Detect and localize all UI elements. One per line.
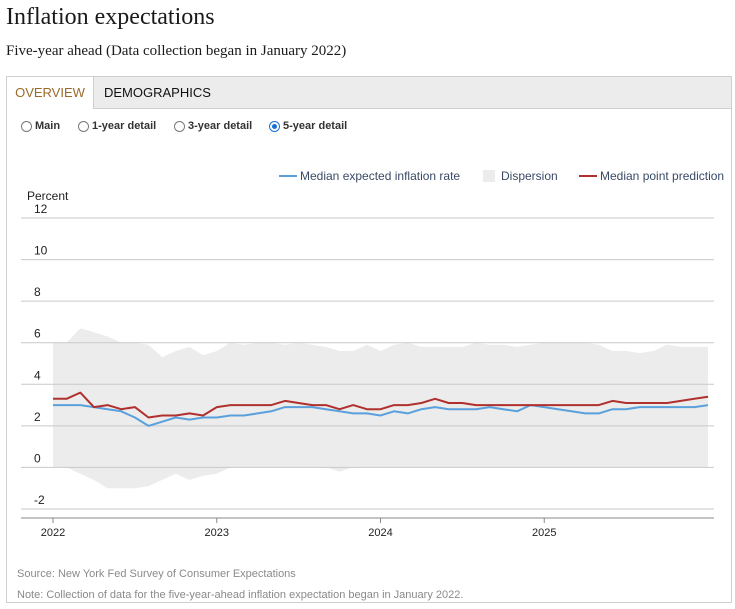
legend-label-median: Median expected inflation rate <box>300 169 460 183</box>
radio-circle-1-year[interactable] <box>78 120 89 132</box>
y-tick-label: 6 <box>34 327 41 341</box>
radio-circle-3-year[interactable] <box>174 120 185 132</box>
radio-circle-5-year[interactable] <box>269 120 280 132</box>
y-tick-label: 12 <box>34 202 48 216</box>
x-tick-label: 2024 <box>368 527 392 539</box>
legend-label-dispersion: Dispersion <box>501 169 558 183</box>
legend-swatch-dispersion <box>483 170 495 182</box>
source-note: Source: New York Fed Survey of Consumer … <box>17 568 296 580</box>
radio-3-year-detail[interactable]: 3-year detail <box>174 119 252 133</box>
y-tick-label: 10 <box>34 244 48 258</box>
median-expected-line <box>53 404 709 427</box>
point-prediction-line <box>53 391 709 419</box>
legend: Median expected inflation rate Dispersio… <box>279 169 724 183</box>
x-tick-label: 2023 <box>205 527 229 539</box>
gridlines: 12 10 8 6 4 2 0 -2 <box>21 202 714 510</box>
radio-label-main: Main <box>35 120 61 132</box>
y-axis-label: Percent <box>27 189 69 203</box>
y-tick-label: 8 <box>34 285 41 299</box>
x-axis: 2022 2023 2024 2025 <box>21 517 714 539</box>
radio-label-3-year: 3-year detail <box>188 120 253 132</box>
y-tick-label: -2 <box>34 493 45 507</box>
radio-main[interactable]: Main <box>21 119 60 133</box>
tab-demographics[interactable]: DEMOGRAPHICS <box>104 85 211 100</box>
y-tick-label: 2 <box>34 410 41 424</box>
tab-bar: OVERVIEW DEMOGRAPHICS <box>7 77 731 109</box>
inflation-chart: Median expected inflation rate Dispersio… <box>21 169 724 539</box>
radio-1-year-detail[interactable]: 1-year detail <box>78 119 156 133</box>
tab-overview[interactable]: OVERVIEW <box>7 77 94 109</box>
radio-5-year-detail[interactable]: 5-year detail <box>269 119 347 133</box>
radio-circle-main[interactable] <box>21 120 32 132</box>
y-tick-label: 4 <box>34 368 41 382</box>
radio-label-1-year: 1-year detail <box>92 120 157 132</box>
page-title: Inflation expectations <box>6 4 215 30</box>
chart-panel: OVERVIEW DEMOGRAPHICS Main 1-year detail… <box>6 76 732 603</box>
x-tick-label: 2025 <box>532 527 556 539</box>
page-subtitle: Five-year ahead (Data collection began i… <box>6 43 347 59</box>
series-lines <box>53 391 709 427</box>
x-tick-label: 2022 <box>41 527 65 539</box>
y-tick-label: 0 <box>34 451 41 465</box>
radio-label-5-year: 5-year detail <box>283 120 348 132</box>
legend-label-point: Median point prediction <box>600 169 724 183</box>
footnote: Note: Collection of data for the five-ye… <box>17 589 464 601</box>
